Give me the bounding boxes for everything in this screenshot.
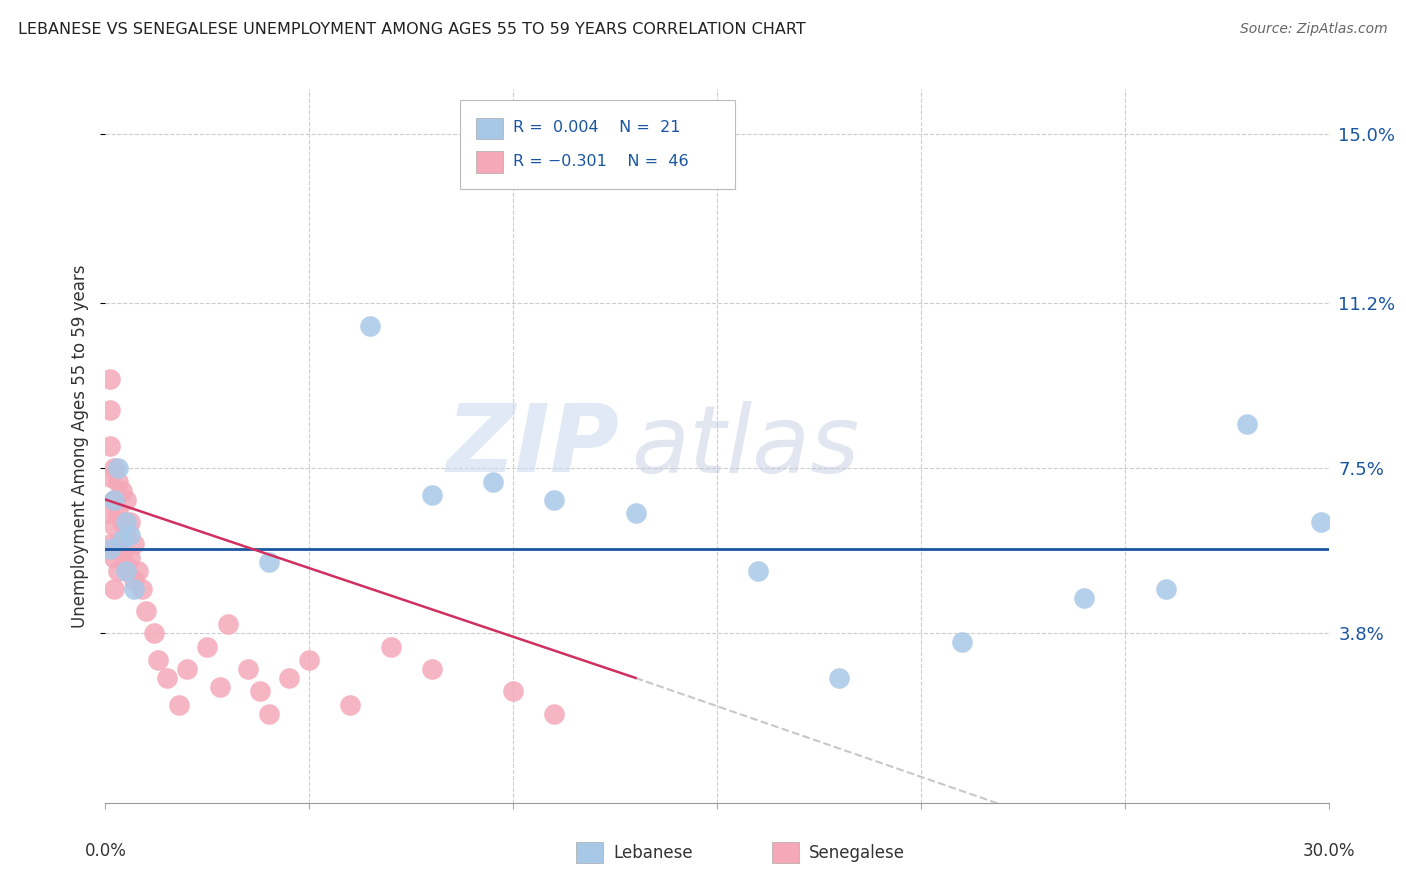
Point — [107, 475, 129, 489]
Text: ZIP: ZIP — [446, 400, 619, 492]
Point — [98, 470, 121, 484]
Text: R = −0.301    N =  46: R = −0.301 N = 46 — [513, 154, 689, 169]
Point — [98, 506, 121, 520]
Point — [543, 706, 565, 721]
Point — [135, 604, 157, 618]
Point — [176, 662, 198, 676]
Point — [148, 653, 170, 667]
Text: R =  0.004    N =  21: R = 0.004 N = 21 — [513, 120, 681, 135]
Point — [115, 559, 138, 574]
Point — [1073, 591, 1095, 605]
Point — [543, 492, 565, 507]
Point — [107, 506, 129, 520]
Point — [257, 555, 280, 569]
Point — [107, 537, 129, 551]
Point — [380, 640, 402, 654]
Point — [107, 564, 129, 578]
Point — [950, 635, 973, 649]
Point — [111, 546, 134, 560]
Point — [103, 492, 125, 507]
Point — [747, 564, 769, 578]
Point — [111, 483, 134, 498]
Point — [339, 698, 361, 712]
Point — [103, 550, 125, 565]
Point — [118, 528, 141, 542]
Point — [103, 582, 125, 596]
Point — [115, 515, 138, 529]
Text: atlas: atlas — [631, 401, 859, 491]
Point — [122, 537, 145, 551]
Point — [103, 492, 125, 507]
FancyBboxPatch shape — [576, 842, 603, 863]
Y-axis label: Unemployment Among Ages 55 to 59 years: Unemployment Among Ages 55 to 59 years — [72, 264, 90, 628]
Point — [420, 662, 443, 676]
Point — [122, 582, 145, 596]
Point — [118, 550, 141, 565]
Text: Lebanese: Lebanese — [613, 844, 693, 862]
FancyBboxPatch shape — [460, 100, 735, 189]
Point — [420, 488, 443, 502]
Point — [257, 706, 280, 721]
FancyBboxPatch shape — [477, 152, 503, 173]
Point — [197, 640, 219, 654]
Point — [98, 403, 121, 417]
Point — [143, 626, 166, 640]
Text: Senegalese: Senegalese — [808, 844, 905, 862]
Text: 30.0%: 30.0% — [1302, 842, 1355, 860]
Point — [278, 671, 301, 685]
Text: 0.0%: 0.0% — [84, 842, 127, 860]
Point — [167, 698, 190, 712]
Point — [127, 564, 149, 578]
Point — [98, 537, 121, 551]
FancyBboxPatch shape — [477, 118, 503, 139]
FancyBboxPatch shape — [772, 842, 799, 863]
Point — [122, 573, 145, 587]
Point — [208, 680, 231, 694]
Text: Source: ZipAtlas.com: Source: ZipAtlas.com — [1240, 22, 1388, 37]
Point — [115, 564, 138, 578]
Point — [828, 671, 851, 685]
Point — [481, 475, 505, 489]
Point — [115, 492, 138, 507]
Point — [115, 528, 138, 542]
Point — [98, 372, 121, 386]
Point — [502, 684, 524, 698]
Point — [107, 461, 129, 475]
Point — [249, 684, 271, 698]
Point — [131, 582, 153, 596]
Text: LEBANESE VS SENEGALESE UNEMPLOYMENT AMONG AGES 55 TO 59 YEARS CORRELATION CHART: LEBANESE VS SENEGALESE UNEMPLOYMENT AMON… — [18, 22, 806, 37]
Point — [360, 318, 382, 333]
Point — [98, 439, 121, 453]
Point — [1154, 582, 1177, 596]
Point — [111, 515, 134, 529]
Point — [103, 519, 125, 533]
Point — [98, 541, 121, 556]
Point — [118, 515, 141, 529]
Point — [298, 653, 321, 667]
Point — [156, 671, 179, 685]
Point — [624, 506, 647, 520]
Point — [1236, 417, 1258, 431]
Point — [103, 461, 125, 475]
Point — [1309, 515, 1331, 529]
Point — [236, 662, 260, 676]
Point — [111, 533, 134, 547]
Point — [217, 617, 239, 632]
